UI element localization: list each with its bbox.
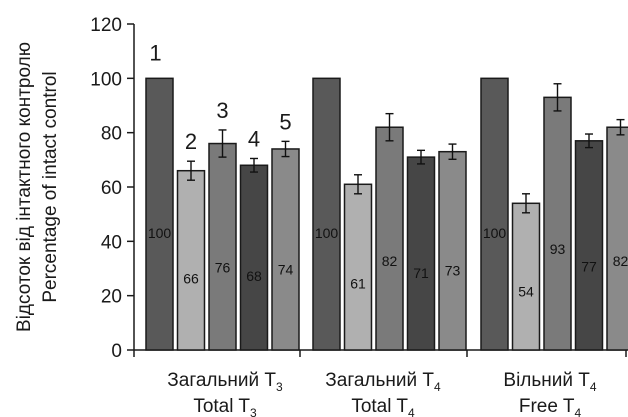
bar [511, 202, 541, 351]
bar [239, 164, 269, 351]
group-number-label: 4 [248, 126, 260, 151]
category-label-english: Total T4 [351, 396, 415, 417]
bar [574, 140, 604, 351]
y-tick-label: 100 [90, 69, 122, 90]
group-number-label: 1 [149, 40, 161, 65]
y-axis-label-english: Percentage of intact control [40, 71, 61, 302]
bar [208, 142, 237, 351]
data-label: 74 [278, 262, 294, 278]
bar [312, 77, 341, 351]
data-label: 100 [148, 225, 172, 241]
bar [438, 150, 467, 351]
data-label: 100 [315, 225, 339, 241]
data-label: 93 [550, 241, 566, 257]
data-label: 68 [246, 268, 262, 284]
bar [543, 96, 572, 351]
bar [271, 148, 300, 351]
data-label: 76 [215, 259, 231, 275]
data-label: 71 [413, 265, 429, 281]
y-tick-label: 20 [101, 287, 122, 308]
bar [406, 156, 436, 351]
data-label: 54 [518, 283, 534, 299]
data-label: 61 [350, 276, 366, 292]
bar [145, 77, 174, 351]
y-tick-label: 0 [111, 341, 122, 362]
y-axis-label: Відсоток від інтактного контролю [14, 42, 35, 332]
bar [343, 183, 373, 351]
y-tick-label: 60 [101, 178, 122, 199]
data-label: 82 [613, 253, 628, 269]
data-label: 100 [483, 225, 507, 241]
bar [176, 169, 206, 351]
data-label: 82 [382, 253, 398, 269]
category-label: Загальний T4 [325, 370, 441, 394]
category-label: Загальний T3 [167, 370, 283, 394]
y-tick-label: 120 [90, 15, 122, 36]
bar [606, 126, 628, 351]
data-label: 73 [445, 263, 461, 279]
category-label: Вільний T4 [503, 370, 596, 394]
y-tick-label: 80 [101, 124, 122, 145]
y-tick-label: 40 [101, 232, 122, 253]
bar [375, 126, 404, 351]
data-label: 77 [581, 258, 597, 274]
group-number-label: 5 [279, 109, 291, 134]
group-number-label: 3 [216, 98, 228, 123]
category-label-english: Total T3 [193, 396, 257, 417]
data-label: 66 [183, 270, 199, 286]
group-number-label: 2 [185, 129, 197, 154]
bar [480, 77, 509, 351]
category-label-english: Free T4 [519, 396, 582, 417]
